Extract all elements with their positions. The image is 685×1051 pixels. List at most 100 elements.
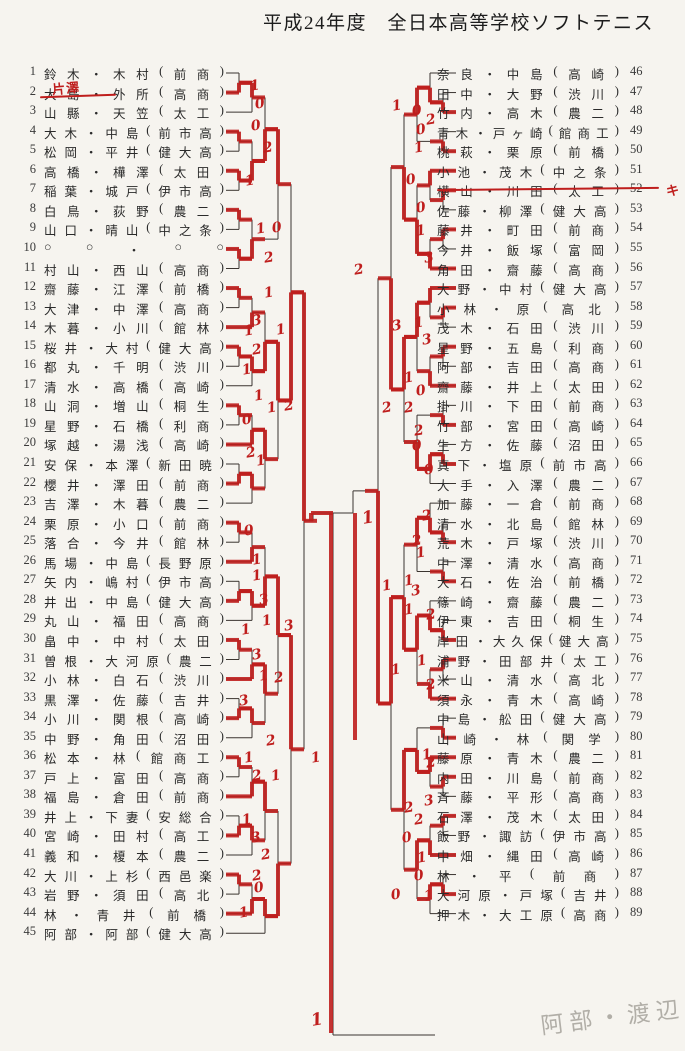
entry-number: 16 bbox=[23, 357, 37, 372]
entry-number: 5 bbox=[29, 142, 36, 157]
entry-name: 岩野・須田(高北) bbox=[44, 885, 224, 904]
entry-number: 53 bbox=[630, 200, 643, 215]
entry-name: 林・平(前商) bbox=[437, 865, 619, 884]
entry-number: 66 bbox=[630, 455, 643, 469]
entry-number: 35 bbox=[23, 728, 37, 743]
entry-number: 14 bbox=[23, 318, 37, 333]
entry-number: 74 bbox=[630, 611, 643, 626]
entry-number: 42 bbox=[23, 865, 37, 880]
entry-number: 61 bbox=[630, 357, 643, 372]
entry-number: 21 bbox=[23, 455, 37, 469]
entry-number: 31 bbox=[23, 650, 37, 665]
entry-name: 伊東・吉田(桐生) bbox=[437, 611, 619, 630]
entry-number: 12 bbox=[23, 279, 37, 294]
entry-number: 32 bbox=[23, 670, 37, 685]
entry-name: 齋藤・江澤(前橋) bbox=[44, 279, 224, 298]
entry-number: 62 bbox=[630, 376, 643, 391]
entry-name: 山崎・林(関学) bbox=[437, 728, 619, 747]
entry-name: 鈴木・木村(前商) bbox=[44, 64, 224, 82]
entry-name: 稲葉・城戸(伊市高) bbox=[44, 181, 224, 200]
entry-name: 大石・佐治(前橋) bbox=[437, 572, 619, 591]
entry-name: 押木・大工原(高商) bbox=[437, 904, 619, 923]
entry-number: 86 bbox=[630, 846, 643, 860]
entry-name: 小林・原(高北) bbox=[437, 298, 619, 317]
entry-number: 20 bbox=[23, 435, 37, 450]
entry-name: 須永・青木(高崎) bbox=[437, 689, 619, 708]
entry-number: 2 bbox=[29, 83, 36, 98]
entry-number: 47 bbox=[630, 83, 643, 98]
entry-number: 1 bbox=[29, 64, 36, 78]
entry-number: 51 bbox=[630, 161, 643, 176]
entry-number: 26 bbox=[23, 552, 37, 567]
entry-name: 丸山・福田(高商) bbox=[44, 611, 224, 630]
entry-name: 馬場・中島(長野原) bbox=[44, 552, 224, 571]
entry-number: 65 bbox=[630, 435, 643, 450]
entry-number: 54 bbox=[630, 220, 643, 235]
entry-name: 白鳥・荻野(農二) bbox=[44, 200, 224, 219]
entry-name: 村山・西山(高商) bbox=[44, 259, 224, 278]
entry-number: 71 bbox=[630, 552, 643, 567]
entry-number: 89 bbox=[630, 904, 643, 919]
entry-name: 中島・舩田(健大高) bbox=[437, 709, 619, 728]
entry-name: 米山・清水(高北) bbox=[437, 670, 619, 689]
entry-number: 15 bbox=[23, 337, 37, 352]
entry-name: 福島・倉田(前商) bbox=[44, 787, 224, 806]
entry-number: 44 bbox=[23, 904, 37, 919]
entry-name: 大川・上杉(西邑楽) bbox=[44, 865, 224, 884]
entry-name: 山縣・天笠(太工) bbox=[44, 103, 224, 122]
entry-name: 藤井・町田(前商) bbox=[437, 220, 619, 239]
entry-number: 8 bbox=[29, 200, 36, 215]
entry-name: 井上・下妻(安総合) bbox=[44, 806, 224, 825]
page-title: 平成24年度 全日本高等学校ソフトテニス bbox=[263, 13, 655, 34]
entry-number: 25 bbox=[23, 533, 37, 548]
entry-name: 清水・北島(館林) bbox=[437, 513, 619, 532]
entry-name: 黒澤・佐藤(吉井) bbox=[44, 689, 224, 708]
entry-number: 36 bbox=[23, 748, 37, 763]
entry-name: 内田・川島(前商) bbox=[437, 767, 619, 786]
entry-number: 78 bbox=[630, 689, 643, 704]
entry-name: 山洞・増山(桐生) bbox=[44, 396, 224, 415]
entry-name: 小池・茂木(中之条) bbox=[437, 161, 619, 180]
entry-number: 48 bbox=[630, 103, 643, 118]
entry-number: 63 bbox=[630, 396, 643, 411]
entry-number: 38 bbox=[23, 787, 37, 802]
entry-name: 齋藤・井上(太田) bbox=[437, 376, 619, 395]
entry-number: 29 bbox=[23, 611, 37, 626]
entry-name: 高橋・樺澤(太田) bbox=[44, 161, 224, 180]
entry-number: 22 bbox=[23, 474, 37, 489]
entry-name: 小林・白石(渋川) bbox=[44, 670, 224, 689]
entry-name: 星野・五島(利商) bbox=[437, 337, 619, 356]
entry-name: 都丸・千明(渋川) bbox=[44, 357, 224, 376]
entry-number: 56 bbox=[630, 259, 643, 274]
entry-number: 75 bbox=[630, 630, 643, 645]
entry-name: 阿部・阿部(健大高) bbox=[44, 924, 224, 943]
entry-number: 27 bbox=[23, 572, 37, 587]
entry-name: 山口・晴山(中之条) bbox=[44, 220, 224, 239]
withdraw-mark: キ bbox=[665, 182, 681, 199]
entry-number: 72 bbox=[630, 572, 643, 587]
entry-number: 82 bbox=[630, 767, 643, 782]
entry-name: 大手・入澤(農二) bbox=[437, 474, 619, 493]
entry-name: 畠中・中村(太田) bbox=[44, 630, 224, 649]
entry-number: 24 bbox=[23, 513, 37, 528]
entry-number: 10 bbox=[23, 239, 37, 254]
entry-number: 64 bbox=[630, 415, 643, 430]
entry-name: 掛川・下田(前商) bbox=[437, 396, 619, 415]
entry-name: 塚越・湯浅(高崎) bbox=[44, 435, 224, 454]
entry-number: 81 bbox=[630, 748, 643, 763]
entry-name: 中畑・縄田(高崎) bbox=[437, 846, 619, 864]
entry-name: 清水・高橋(高崎) bbox=[44, 376, 224, 395]
entry-name: 小川・関根(高崎) bbox=[44, 709, 224, 728]
entry-name: 大野・中村(健大高) bbox=[437, 279, 619, 298]
entry-number: 33 bbox=[23, 689, 37, 704]
entry-number: 34 bbox=[23, 709, 37, 724]
entry-number: 37 bbox=[23, 767, 37, 782]
entry-number: 60 bbox=[630, 337, 643, 352]
entry-number: 39 bbox=[23, 806, 37, 821]
entry-name: 中澤・清水(高商) bbox=[437, 552, 619, 571]
entry-name: 生方・佐藤(沼田) bbox=[437, 435, 619, 454]
entry-name: 桜井・大村(健大高) bbox=[44, 337, 224, 356]
entry-name: 大津・中澤(高商) bbox=[44, 298, 224, 317]
entry-number: 9 bbox=[29, 220, 36, 235]
